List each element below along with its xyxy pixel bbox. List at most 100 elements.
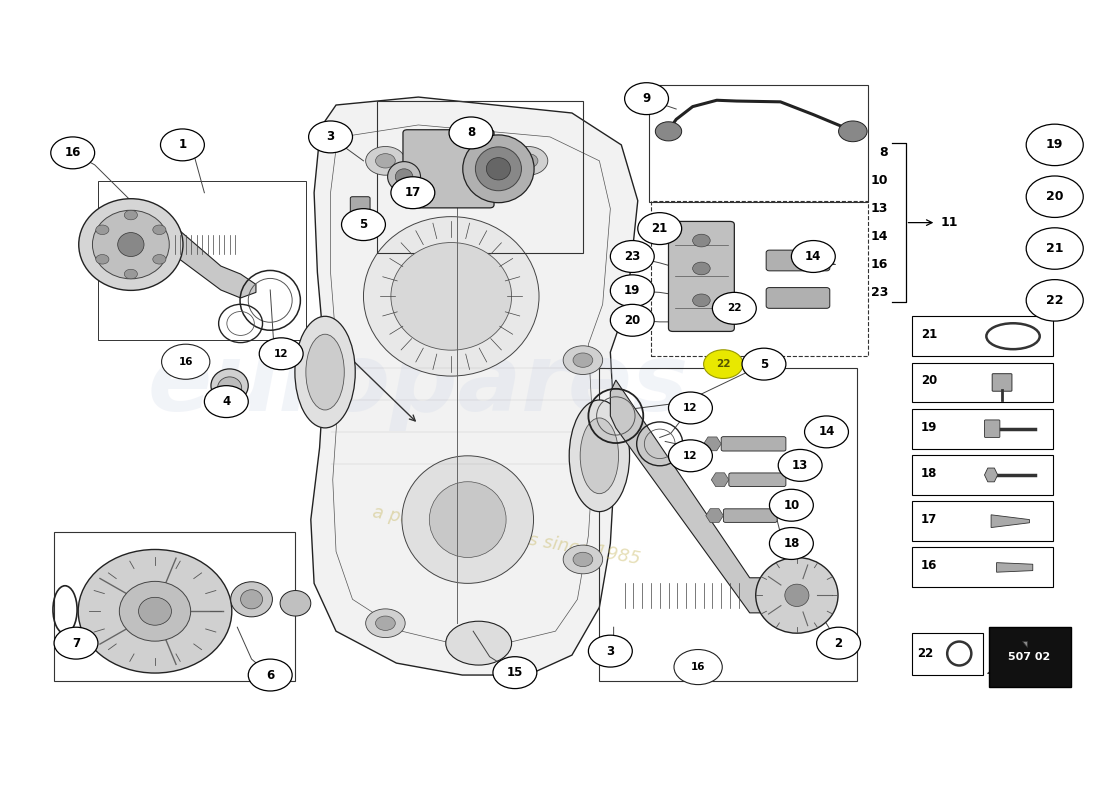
- Text: 3: 3: [606, 645, 615, 658]
- Text: 16: 16: [921, 559, 937, 572]
- Text: 16: 16: [691, 662, 705, 672]
- Text: 12: 12: [683, 403, 697, 413]
- Circle shape: [51, 137, 95, 169]
- Bar: [54, 531, 296, 681]
- Bar: [912, 362, 1053, 402]
- Text: 13: 13: [870, 202, 888, 215]
- Circle shape: [669, 440, 713, 472]
- Polygon shape: [984, 468, 998, 482]
- Circle shape: [563, 346, 603, 374]
- Ellipse shape: [390, 242, 512, 350]
- Ellipse shape: [231, 582, 273, 617]
- FancyBboxPatch shape: [992, 374, 1012, 391]
- Circle shape: [816, 627, 860, 659]
- Text: 21: 21: [651, 222, 668, 235]
- FancyBboxPatch shape: [350, 197, 370, 214]
- Text: 19: 19: [1046, 138, 1064, 151]
- Circle shape: [669, 392, 713, 424]
- FancyBboxPatch shape: [722, 437, 785, 451]
- Ellipse shape: [363, 217, 539, 376]
- Ellipse shape: [463, 135, 535, 202]
- Text: 11: 11: [940, 216, 958, 229]
- Ellipse shape: [92, 210, 169, 279]
- Bar: [912, 409, 1053, 449]
- Bar: [912, 455, 1053, 495]
- Circle shape: [693, 294, 711, 306]
- Text: 3: 3: [327, 130, 334, 143]
- Text: 22: 22: [716, 359, 730, 369]
- Ellipse shape: [486, 158, 510, 180]
- FancyBboxPatch shape: [729, 473, 785, 486]
- Circle shape: [375, 154, 395, 168]
- Circle shape: [693, 262, 711, 275]
- Circle shape: [573, 552, 593, 566]
- Circle shape: [309, 121, 352, 153]
- Polygon shape: [997, 562, 1033, 572]
- Text: 22: 22: [1046, 294, 1064, 307]
- Ellipse shape: [306, 334, 344, 410]
- Text: 8: 8: [879, 146, 888, 159]
- FancyBboxPatch shape: [724, 509, 777, 522]
- Circle shape: [205, 386, 249, 418]
- Circle shape: [162, 344, 210, 379]
- Circle shape: [1026, 124, 1084, 166]
- Ellipse shape: [756, 558, 838, 633]
- Ellipse shape: [475, 147, 521, 190]
- Ellipse shape: [119, 582, 190, 641]
- Text: 18: 18: [921, 467, 937, 480]
- Circle shape: [769, 490, 813, 521]
- Circle shape: [161, 129, 205, 161]
- Text: 507 02: 507 02: [1009, 652, 1050, 662]
- Ellipse shape: [569, 400, 629, 512]
- Circle shape: [124, 210, 138, 220]
- Text: 5: 5: [360, 218, 367, 231]
- Ellipse shape: [118, 233, 144, 257]
- Circle shape: [693, 234, 711, 247]
- Circle shape: [153, 225, 166, 234]
- Circle shape: [713, 292, 757, 324]
- Circle shape: [390, 177, 435, 209]
- Circle shape: [1026, 176, 1084, 218]
- Circle shape: [778, 450, 822, 482]
- FancyBboxPatch shape: [984, 420, 1000, 438]
- Ellipse shape: [402, 456, 534, 583]
- Circle shape: [742, 348, 785, 380]
- Ellipse shape: [79, 198, 183, 290]
- Text: 20: 20: [921, 374, 937, 387]
- Ellipse shape: [580, 418, 618, 494]
- Ellipse shape: [446, 622, 512, 665]
- Text: 23: 23: [624, 250, 640, 263]
- Text: 2: 2: [835, 637, 843, 650]
- Circle shape: [638, 213, 682, 245]
- Text: 10: 10: [870, 174, 888, 187]
- Text: 21: 21: [921, 328, 937, 341]
- Bar: [912, 316, 1053, 356]
- Text: a passion for parts since 1985: a passion for parts since 1985: [371, 503, 641, 568]
- Circle shape: [804, 416, 848, 448]
- Circle shape: [656, 122, 682, 141]
- Text: 10: 10: [783, 498, 800, 512]
- Text: europäres: europäres: [147, 337, 689, 431]
- Circle shape: [518, 154, 538, 168]
- Circle shape: [508, 146, 548, 175]
- Circle shape: [449, 117, 493, 149]
- Circle shape: [96, 254, 109, 264]
- Bar: [912, 502, 1053, 541]
- Text: 15: 15: [507, 666, 524, 679]
- Circle shape: [153, 254, 166, 264]
- Ellipse shape: [218, 377, 242, 399]
- FancyBboxPatch shape: [669, 222, 735, 331]
- Circle shape: [838, 121, 867, 142]
- Polygon shape: [610, 380, 793, 613]
- Text: 6: 6: [266, 669, 274, 682]
- Bar: [376, 101, 583, 253]
- Text: 16: 16: [870, 258, 888, 271]
- Circle shape: [563, 545, 603, 574]
- Text: 17: 17: [405, 186, 421, 199]
- Text: 16: 16: [178, 357, 192, 366]
- Bar: [600, 368, 857, 681]
- Bar: [98, 181, 307, 340]
- Text: 7: 7: [72, 637, 80, 650]
- Circle shape: [625, 82, 669, 114]
- Text: 16: 16: [65, 146, 81, 159]
